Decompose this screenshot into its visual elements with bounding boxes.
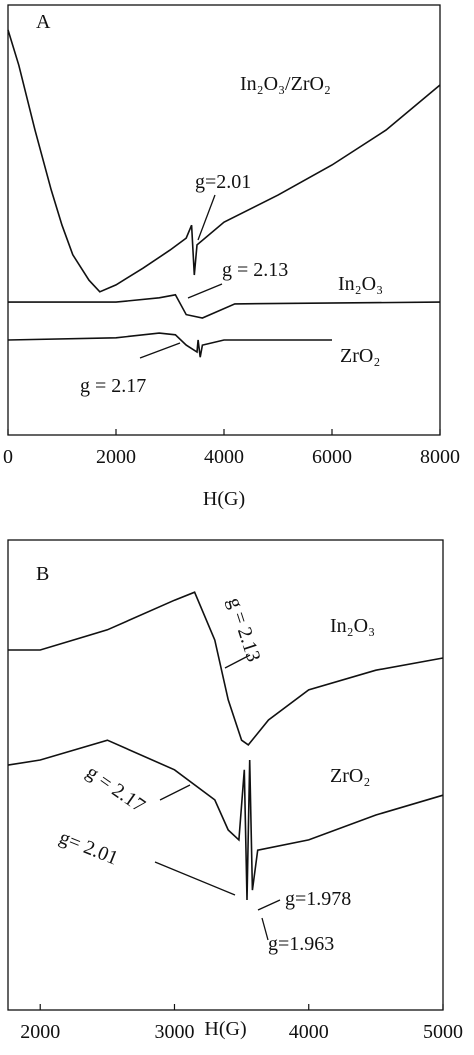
annotation: g=1.978 bbox=[285, 888, 351, 910]
series-label: ZrO₂ bbox=[330, 765, 370, 787]
panel-label: B bbox=[36, 563, 49, 585]
spectrum-line bbox=[8, 591, 444, 746]
x-tick-label: 2000 bbox=[20, 1021, 60, 1043]
series-label: In₂O₃ bbox=[338, 273, 383, 295]
spectrum-line bbox=[7, 29, 441, 293]
x-axis-label: H(G) bbox=[204, 1018, 246, 1040]
spectrum-line bbox=[7, 332, 332, 358]
annotation-leader bbox=[197, 194, 216, 241]
annotation-leader bbox=[187, 283, 223, 299]
series-label: ZrO₂ bbox=[340, 345, 380, 367]
x-tick-label: 8000 bbox=[420, 446, 460, 468]
annotation-leader bbox=[261, 917, 269, 941]
annotation: g = 2.13 bbox=[222, 259, 288, 281]
annotation-leader bbox=[257, 899, 281, 911]
x-tick-label: 4000 bbox=[289, 1021, 329, 1043]
spectrum-line bbox=[7, 739, 444, 901]
x-tick-label: 0 bbox=[3, 446, 13, 468]
annotation-leader bbox=[154, 861, 236, 896]
series-label: In₂O₃ bbox=[330, 615, 375, 637]
annotation: g = 2.17 bbox=[82, 761, 149, 817]
x-tick-label: 5000 bbox=[423, 1021, 463, 1043]
plot-frame bbox=[7, 4, 441, 436]
x-tick-label: 4000 bbox=[204, 446, 244, 468]
annotation-leader bbox=[224, 654, 251, 669]
series-label: In₂O₃/ZrO₂ bbox=[240, 73, 331, 95]
plot-frame bbox=[7, 539, 444, 1011]
x-axis-label: H(G) bbox=[203, 488, 245, 510]
x-tick-label: 2000 bbox=[96, 446, 136, 468]
annotation-leader bbox=[139, 342, 181, 359]
spectrum-line bbox=[8, 293, 441, 319]
annotation-leader bbox=[159, 784, 191, 801]
annotation: g=1.963 bbox=[268, 933, 334, 955]
x-tick-label: 3000 bbox=[154, 1021, 194, 1043]
annotation: g = 2.13 bbox=[223, 595, 264, 665]
annotation: g=2.01 bbox=[195, 171, 251, 193]
annotation: g= 2.01 bbox=[56, 826, 121, 869]
x-tick-label: 6000 bbox=[312, 446, 352, 468]
annotation: g = 2.17 bbox=[80, 375, 146, 397]
panel-label: A bbox=[36, 11, 51, 33]
